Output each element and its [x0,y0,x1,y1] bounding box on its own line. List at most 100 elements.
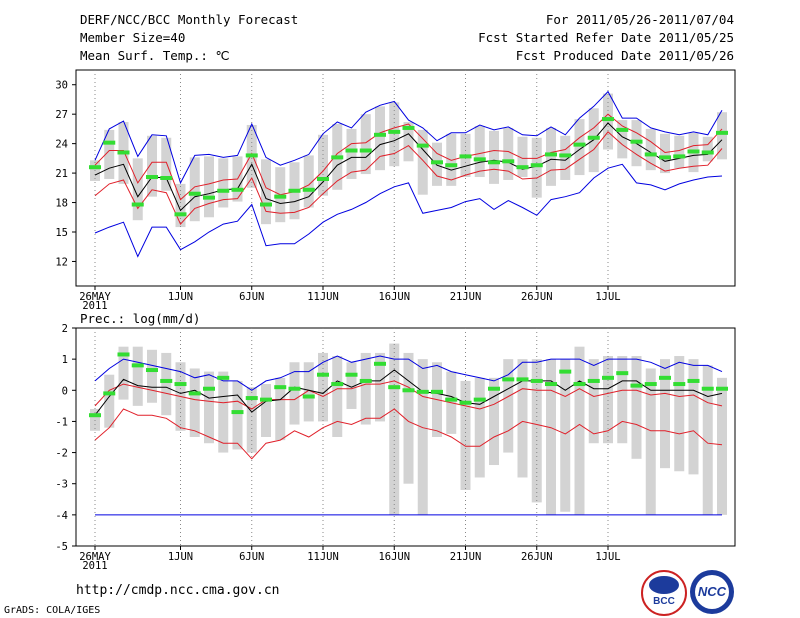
temp-xtick-label: 11JUN [307,291,339,303]
temp-median-marker [701,150,714,155]
prec-xtick-label: 16JUN [378,551,410,563]
temp-spread-bar [204,156,214,218]
temp-median-marker [587,135,600,140]
prec-spread-bar [318,352,328,422]
prec-spread-bar [560,359,571,512]
prec-median-marker [644,382,657,387]
prec-median-marker [317,372,329,377]
prec-median-marker [331,382,344,387]
prec-ytick-label: -4 [55,510,68,522]
temp-median-marker [659,155,671,160]
prec-median-marker [673,382,686,387]
refer-date: Fcst Started Refer Date 2011/05/25 [478,30,734,45]
temp-median-marker [530,163,543,168]
prec-xtick-label: 26MAY [79,551,111,563]
temp-median-marker [716,130,728,135]
prec-xtick-label: 1JUN [168,551,193,563]
temp-median-marker [203,195,215,200]
panel2-variable: Prec.: log(mm/d) [80,311,201,326]
temp-median-marker [502,159,515,164]
temp-median-marker [488,160,500,165]
prec-spread-bar [332,356,343,437]
temp-median-marker [345,148,358,153]
prec-median-marker [274,385,287,390]
prec-median-marker [502,377,515,382]
prec-spread-bar [474,377,485,478]
prec-median-marker [587,378,600,383]
temp-spread-bar [147,135,157,197]
prec-ytick-label: 0 [62,385,68,397]
temp-ytick-label: 18 [55,198,68,210]
prec-spread-bar [147,349,157,403]
prec-spread-bar [161,352,172,416]
temp-median-marker [416,143,429,148]
prec-median-marker [146,368,158,373]
bcc-logo-text: BCC [653,596,675,607]
temp-spread-bar [161,137,172,191]
temp-spread-bar [489,130,499,184]
prec-median-marker [260,397,272,402]
temp-spread-bar [175,183,186,228]
member-size: Member Size=40 [80,30,186,45]
prec-median-marker [217,375,230,380]
temp-median-marker [545,152,557,157]
temp-median-marker [331,155,344,160]
prec-spread-bar [275,377,286,441]
forecast-period: For 2011/05/26-2011/07/04 [545,12,734,27]
temp-median-marker [602,117,614,122]
prec-median-marker [231,410,244,415]
prec-spread-bar [261,384,271,437]
prec-median-marker [687,378,700,383]
temp-spread-bar [417,129,428,195]
temperature-panel: 26MAY 1JUN 6JUN 11JUN 16JUN 21JUN 26JUN 1JUL 201… [55,69,736,312]
prec-frame [75,327,736,547]
prec-median-marker [416,389,429,394]
source-url[interactable]: http://cmdp.ncc.cma.gov.cn [76,583,280,598]
prec-ytick-label: 2 [62,323,68,335]
temp-spread-bar [375,106,385,171]
temp-median-marker [317,176,329,181]
prec-median-marker [103,391,116,396]
temp-ytick-label: 21 [55,168,68,180]
prec-spread-bar [375,352,385,422]
prec-median-marker [530,378,543,383]
temp-median-marker [459,154,472,159]
prec-median-marker [374,361,386,366]
temp-spread-bar [360,114,371,175]
temp-spread-bar [104,129,115,179]
temp-median-marker [131,202,144,207]
prec-xtick-label: 26JUN [521,551,553,563]
temp-median-marker [288,188,301,193]
prec-median-marker [473,397,486,402]
prec-median-marker [203,386,215,391]
prec-median-marker [616,371,629,376]
temp-spread-bar [645,128,656,171]
temp-ytick-label: 27 [55,109,68,121]
prec-spread-bar [204,371,214,444]
prec-year-label: 2011 [82,560,107,572]
prec-spread-bar [688,359,699,475]
temp-spread-bar [717,112,727,160]
temp-median-marker [516,165,529,170]
temp-spread-bar [318,134,328,196]
prec-median-marker [388,385,401,390]
prec-spread-bar [460,380,471,490]
temp-median-marker [117,150,130,155]
prec-spread-bar [90,408,100,431]
temp-median-marker [559,153,572,158]
prec-median-marker [160,378,173,383]
prec-median-marker [488,386,500,391]
temp-spread-bar [702,136,713,162]
temp-median-marker [174,212,187,217]
temp-spread-bar [674,135,685,169]
prec-median-marker [630,383,643,388]
prec-median-marker [131,363,144,368]
prec-spread-bar [346,362,357,409]
temp-median-marker [402,125,415,130]
prec-spread-bar [303,362,314,422]
temp-lower-blue-line [94,163,723,258]
temp-median-marker [103,140,116,145]
temp-median-marker [673,154,686,159]
temp-lower-red-line [94,131,723,225]
ncc-logo-ring [695,575,729,609]
